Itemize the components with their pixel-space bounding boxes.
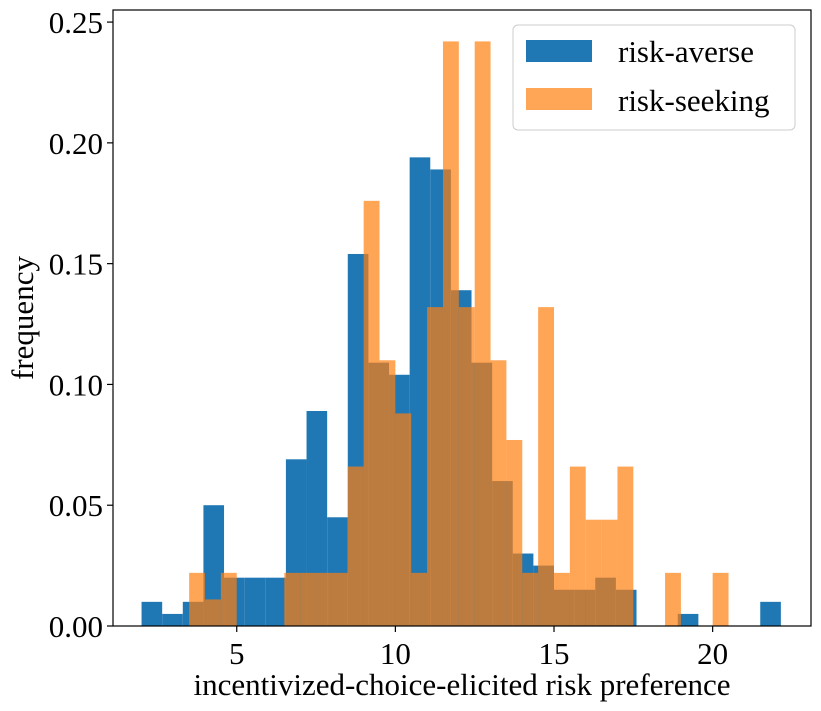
bar-risk-seeking-0 xyxy=(189,572,206,626)
x-axis-label: incentivized-choice-elicited risk prefer… xyxy=(193,667,730,702)
bar-risk-seeking-2 xyxy=(220,572,237,626)
bar-risk-averse-26 xyxy=(677,613,699,626)
bar-risk-seeking-16 xyxy=(442,41,459,626)
bar-risk-seeking-19 xyxy=(490,360,507,626)
y-axis-label: frequency xyxy=(5,256,40,380)
bar-risk-averse-1 xyxy=(162,613,183,626)
bar-risk-seeking-30 xyxy=(665,572,681,626)
bar-risk-seeking-23 xyxy=(554,572,570,626)
legend: risk-averse risk-seeking xyxy=(512,24,796,131)
bar-risk-seeking-22 xyxy=(538,307,555,626)
x-tick-label-20: 20 xyxy=(697,636,728,671)
y-tick-label-1: 0.05 xyxy=(49,488,103,523)
bar-risk-seeking-18 xyxy=(474,41,491,626)
bar-risk-seeking-33 xyxy=(712,572,729,626)
bar-risk-seeking-15 xyxy=(427,307,443,626)
bar-risk-seeking-27 xyxy=(617,466,634,626)
bar-risk-averse-13 xyxy=(409,157,431,627)
bar-risk-seeking-11 xyxy=(363,200,380,626)
bar-risk-averse-0 xyxy=(141,601,163,626)
bar-risk-averse-8 xyxy=(306,411,328,626)
bar-risk-seeking-24 xyxy=(569,466,586,626)
bar-risk-averse-3 xyxy=(203,505,225,626)
bar-risk-seeking-9 xyxy=(331,572,348,626)
y-tick-label-2: 0.10 xyxy=(49,367,103,402)
bar-risk-seeking-7 xyxy=(300,572,317,626)
bar-risk-seeking-17 xyxy=(458,307,475,626)
bar-risk-seeking-13 xyxy=(395,413,412,626)
bar-risk-seeking-8 xyxy=(316,572,332,626)
bar-risk-averse-30 xyxy=(760,601,781,626)
y-axis-ticks: 0.00 0.05 0.10 0.15 0.20 0.25 xyxy=(49,5,113,644)
x-tick-label-15: 15 xyxy=(539,636,570,671)
bar-risk-seeking-26 xyxy=(601,519,618,626)
legend-swatch-risk-seeking xyxy=(526,88,592,110)
bar-risk-averse-6 xyxy=(265,577,286,626)
y-tick-label-0: 0.00 xyxy=(49,609,103,644)
x-axis-ticks: 5 10 15 20 xyxy=(229,626,728,671)
y-tick-label-4: 0.20 xyxy=(49,126,103,161)
bar-risk-seeking-12 xyxy=(379,360,396,626)
y-tick-label-3: 0.15 xyxy=(49,247,103,282)
legend-label-risk-averse: risk-averse xyxy=(618,34,754,69)
bar-risk-seeking-10 xyxy=(347,466,364,626)
bar-risk-seeking-25 xyxy=(585,519,602,626)
plot-frame xyxy=(112,9,812,627)
bar-risk-averse-5 xyxy=(244,577,266,626)
bar-risk-seeking-20 xyxy=(506,439,523,626)
bar-risk-seeking-1 xyxy=(205,599,221,626)
legend-label-risk-seeking: risk-seeking xyxy=(618,83,770,118)
x-tick-label-10: 10 xyxy=(380,636,411,671)
bar-risk-seeking-14 xyxy=(411,572,428,626)
legend-swatch-risk-averse xyxy=(526,40,592,62)
bars-layer xyxy=(141,41,781,627)
y-tick-label-5: 0.25 xyxy=(49,5,103,40)
bar-risk-seeking-6 xyxy=(284,572,301,626)
x-tick-label-5: 5 xyxy=(229,636,245,671)
bar-risk-seeking-21 xyxy=(522,572,539,626)
